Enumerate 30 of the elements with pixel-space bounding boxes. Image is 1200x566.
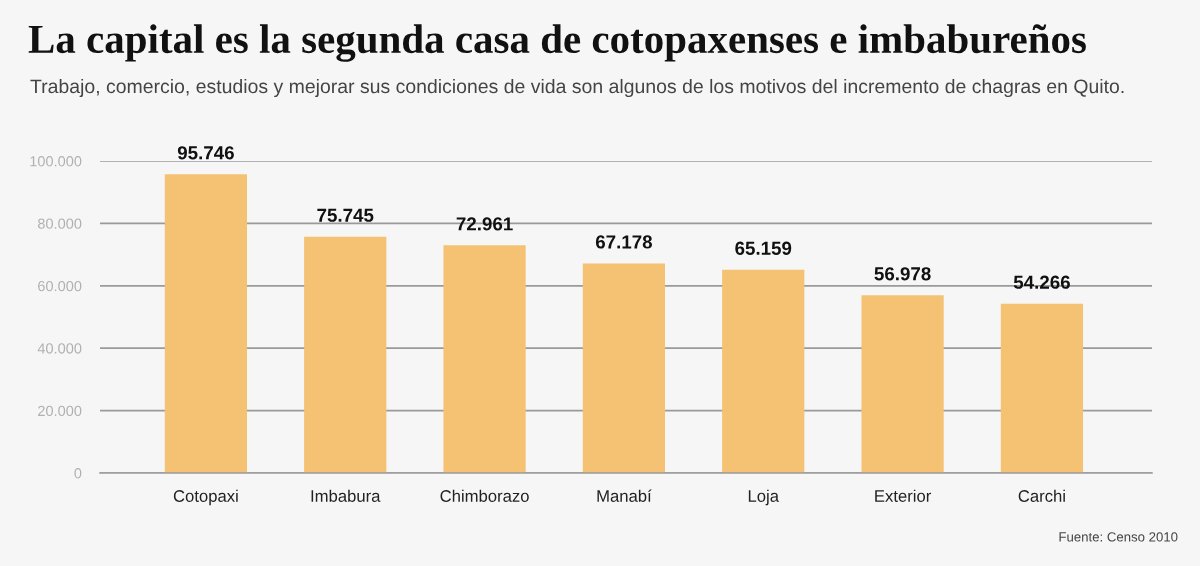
y-tick-label: 20.000 — [38, 405, 82, 417]
chart-title: La capital es la segunda casa de cotopaxenses e imbabureños — [28, 24, 1086, 62]
source-note: Fuente: Censo 2010 — [1059, 532, 1178, 542]
x-tick-label: Imbabura — [311, 489, 381, 502]
bar — [164, 174, 247, 473]
y-tick-label: 40.000 — [37, 343, 82, 354]
data-label: 65.159 — [735, 241, 792, 255]
data-label: 75.745 — [317, 208, 374, 222]
x-tick-label: Cotopaxi — [173, 489, 238, 506]
x-tick-label: Exterior — [875, 489, 932, 502]
y-tick-label: 100.000 — [30, 156, 82, 167]
bar — [304, 236, 387, 473]
x-tick-label: Manabí — [597, 489, 652, 502]
bar — [722, 269, 805, 473]
data-label: 72.961 — [456, 217, 513, 231]
x-tick-label: Chimborazo — [440, 489, 529, 502]
bar — [861, 295, 944, 473]
y-tick-label: 80.000 — [37, 218, 82, 229]
bar — [443, 245, 526, 473]
bar — [582, 263, 666, 473]
data-label: 95.746 — [177, 146, 234, 160]
data-label: 67.178 — [595, 235, 653, 249]
bar — [1000, 303, 1084, 473]
x-tick-label: Loja — [748, 489, 779, 506]
data-label: 56.978 — [874, 267, 931, 281]
y-tick-label: 60.000 — [38, 280, 82, 292]
data-label: 54.266 — [1013, 275, 1070, 289]
x-tick-label: Carchi — [1018, 489, 1065, 502]
chart-subtitle: Trabajo, comercio, estudios y mejorar sus condiciones de vida son algunos de los motivos del incremento de chagras en Quito. — [30, 78, 1124, 98]
y-tick-label: 0 — [74, 468, 82, 479]
